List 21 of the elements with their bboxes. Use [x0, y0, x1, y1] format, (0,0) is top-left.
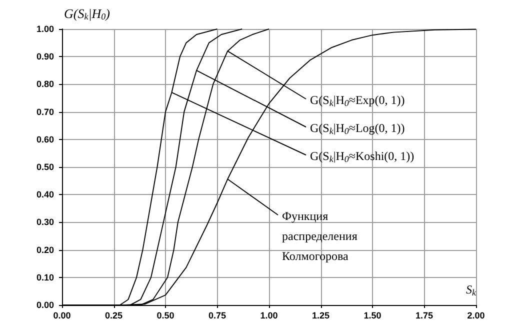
y-tick-label: 0.10	[36, 272, 54, 282]
x-tick-label: 0.00	[53, 310, 71, 320]
x-tick-label: 1.25	[312, 310, 330, 320]
x-tick-label: 0.25	[104, 310, 123, 320]
y-tick-label: 0.60	[36, 134, 54, 144]
y-tick-label: 0.70	[36, 106, 54, 117]
y-tick-label: 1.00	[36, 24, 54, 34]
y-tick-label: 0.40	[36, 190, 54, 200]
y-tick-label: 0.80	[36, 79, 54, 90]
x-tick-label: 1.00	[260, 310, 278, 320]
y-tick-label: 0.50	[36, 162, 54, 172]
y-tick-label: 0.90	[36, 52, 54, 62]
y-tick-label: 0.20	[36, 244, 54, 255]
x-tick-label: 0.75	[208, 310, 226, 320]
y-tick-label: 0.30	[36, 217, 54, 228]
y-tick-label: 0.00	[36, 300, 54, 310]
x-tick-label: 2.00	[467, 310, 485, 320]
annotation: Функция распределения Колмогорова	[282, 209, 360, 263]
x-tick-label: 0.50	[156, 310, 174, 320]
x-tick-label: 1.50	[364, 310, 382, 320]
x-tick-label: 1.75	[415, 310, 434, 320]
